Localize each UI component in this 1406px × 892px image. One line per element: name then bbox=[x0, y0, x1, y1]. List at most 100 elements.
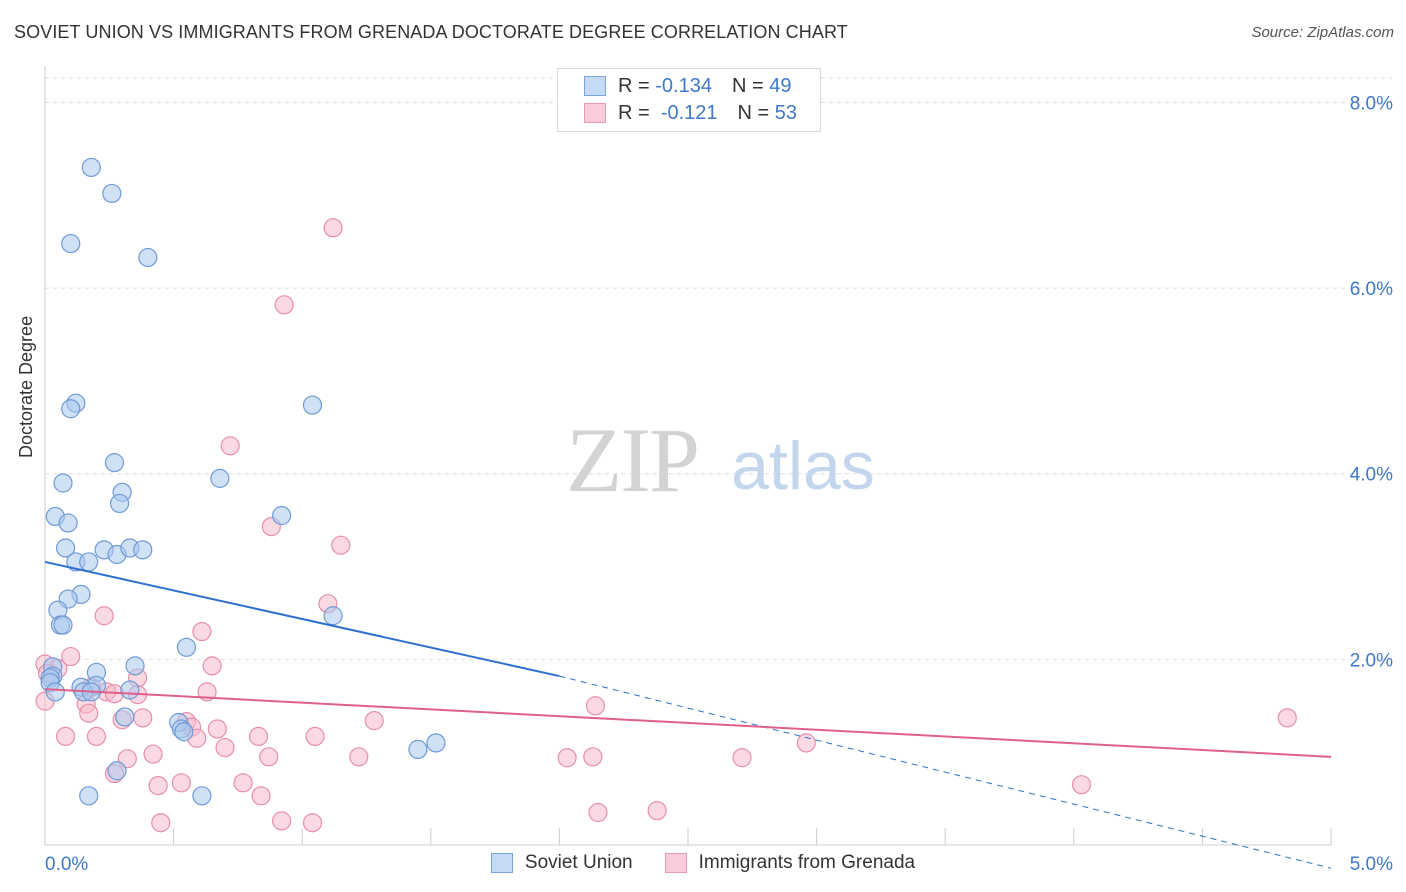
soviet-point bbox=[45, 682, 65, 702]
n-label: N = bbox=[731, 74, 764, 97]
gridlines bbox=[45, 77, 1392, 660]
grenada-point bbox=[94, 606, 114, 626]
axes bbox=[44, 66, 1332, 846]
soviet-point bbox=[323, 606, 343, 626]
grenada-point bbox=[79, 703, 99, 723]
grenada-point bbox=[259, 747, 279, 767]
source-credit: Source: ZipAtlas.com bbox=[1251, 24, 1394, 41]
grenada-point bbox=[151, 813, 171, 833]
soviet-point bbox=[272, 505, 292, 526]
series-legend-soviet[interactable]: Soviet Union bbox=[490, 852, 633, 874]
grenada-point bbox=[148, 775, 168, 796]
grenada-point bbox=[732, 748, 752, 768]
grenada-trend-line bbox=[44, 688, 1332, 758]
soviet-point bbox=[192, 786, 212, 806]
grenada-point bbox=[796, 733, 816, 753]
y-tick-label: 4.0% bbox=[1350, 465, 1393, 486]
chart-title: SOVIET UNION VS IMMIGRANTS FROM GRENADA … bbox=[14, 22, 848, 42]
soviet-point bbox=[109, 493, 130, 514]
series-legend-label: Immigrants from Grenada bbox=[698, 852, 916, 873]
grenada-point bbox=[171, 773, 191, 793]
soviet-point bbox=[81, 157, 101, 178]
y-axis-title: Doctorate Degree bbox=[16, 315, 36, 458]
soviet-point bbox=[79, 786, 99, 806]
r-label: R = bbox=[618, 101, 650, 124]
grenada-point bbox=[272, 811, 292, 831]
grenada-point bbox=[207, 719, 227, 739]
soviet-point bbox=[176, 637, 197, 657]
soviet-trend-extension bbox=[559, 675, 1332, 869]
grenada-point bbox=[349, 747, 369, 767]
grenada-point bbox=[331, 535, 351, 555]
x-tick-label: 0.0% bbox=[45, 854, 88, 875]
grenada-point bbox=[215, 737, 235, 758]
grenada-point bbox=[1071, 775, 1092, 795]
data-points bbox=[35, 157, 1297, 833]
grenada-point bbox=[220, 436, 240, 456]
soviet-point bbox=[102, 183, 122, 204]
n-value: 53 bbox=[774, 101, 798, 124]
y-tick-label: 6.0% bbox=[1350, 279, 1393, 300]
n-value: 49 bbox=[769, 74, 792, 97]
soviet-point bbox=[210, 468, 230, 488]
soviet-point bbox=[79, 552, 99, 572]
r-value: -0.134 bbox=[655, 74, 712, 97]
grenada-point bbox=[251, 786, 271, 806]
r-value: -0.121 bbox=[660, 101, 718, 124]
trend-lines bbox=[44, 560, 1332, 869]
grenada-point bbox=[305, 726, 325, 747]
soviet-point bbox=[55, 538, 76, 558]
watermark-atlas: atlas bbox=[731, 428, 875, 504]
soviet-point bbox=[133, 540, 153, 560]
grenada-swatch bbox=[664, 853, 687, 873]
n-label: N = bbox=[737, 101, 770, 124]
soviet-point bbox=[58, 513, 78, 533]
r-label: R = bbox=[618, 74, 650, 97]
grenada-point bbox=[86, 726, 107, 747]
grenada-point bbox=[585, 696, 606, 716]
grenada-point bbox=[557, 748, 577, 768]
x-tick-label: 5.0% bbox=[1350, 854, 1393, 875]
grenada-point bbox=[233, 773, 253, 793]
watermark-zip: ZIP bbox=[566, 409, 698, 511]
grenada-point bbox=[55, 726, 76, 747]
series-legend-label: Soviet Union bbox=[524, 852, 633, 873]
grenada-point bbox=[248, 726, 269, 747]
grenada-point bbox=[1277, 708, 1297, 728]
soviet-point bbox=[53, 615, 73, 635]
soviet-point bbox=[138, 247, 158, 268]
stats-legend: R = -0.134 N = 49 R = -0.121 N = 53 bbox=[557, 68, 821, 132]
soviet-point bbox=[120, 680, 140, 700]
tick-labels: 2.0% 4.0% 6.0% 8.0% 0.0% 5.0% bbox=[45, 93, 1393, 875]
soviet-point bbox=[408, 739, 428, 760]
soviet-point bbox=[426, 733, 446, 753]
soviet-point bbox=[125, 656, 145, 676]
legend-row-grenada: R = -0.121 N = 53 bbox=[584, 100, 797, 126]
soviet-point bbox=[174, 722, 194, 742]
soviet-point bbox=[115, 707, 135, 727]
grenada-point bbox=[61, 646, 81, 667]
soviet-point bbox=[302, 395, 323, 415]
grenada-point bbox=[202, 656, 222, 676]
grenada-point bbox=[197, 682, 217, 702]
soviet-point bbox=[61, 399, 81, 419]
legend-row-soviet: R = -0.134 N = 49 bbox=[584, 73, 791, 99]
series-legend: Soviet Union Immigrants from Grenada bbox=[0, 852, 1406, 874]
grenada-point bbox=[583, 747, 603, 767]
grenada-point bbox=[647, 801, 667, 821]
soviet-point bbox=[53, 473, 73, 493]
grenada-point bbox=[133, 708, 153, 728]
grenada-swatch bbox=[584, 103, 606, 123]
grenada-point bbox=[588, 802, 608, 823]
soviet-point bbox=[61, 233, 81, 254]
grenada-point bbox=[364, 711, 384, 731]
grenada-point bbox=[323, 218, 343, 238]
watermark: ZIP atlas bbox=[566, 409, 875, 511]
soviet-point bbox=[107, 761, 127, 781]
y-tick-label: 8.0% bbox=[1350, 93, 1393, 114]
soviet-swatch bbox=[490, 853, 513, 873]
grenada-point bbox=[192, 621, 212, 642]
soviet-swatch bbox=[584, 76, 606, 96]
series-legend-grenada[interactable]: Immigrants from Grenada bbox=[664, 852, 916, 874]
